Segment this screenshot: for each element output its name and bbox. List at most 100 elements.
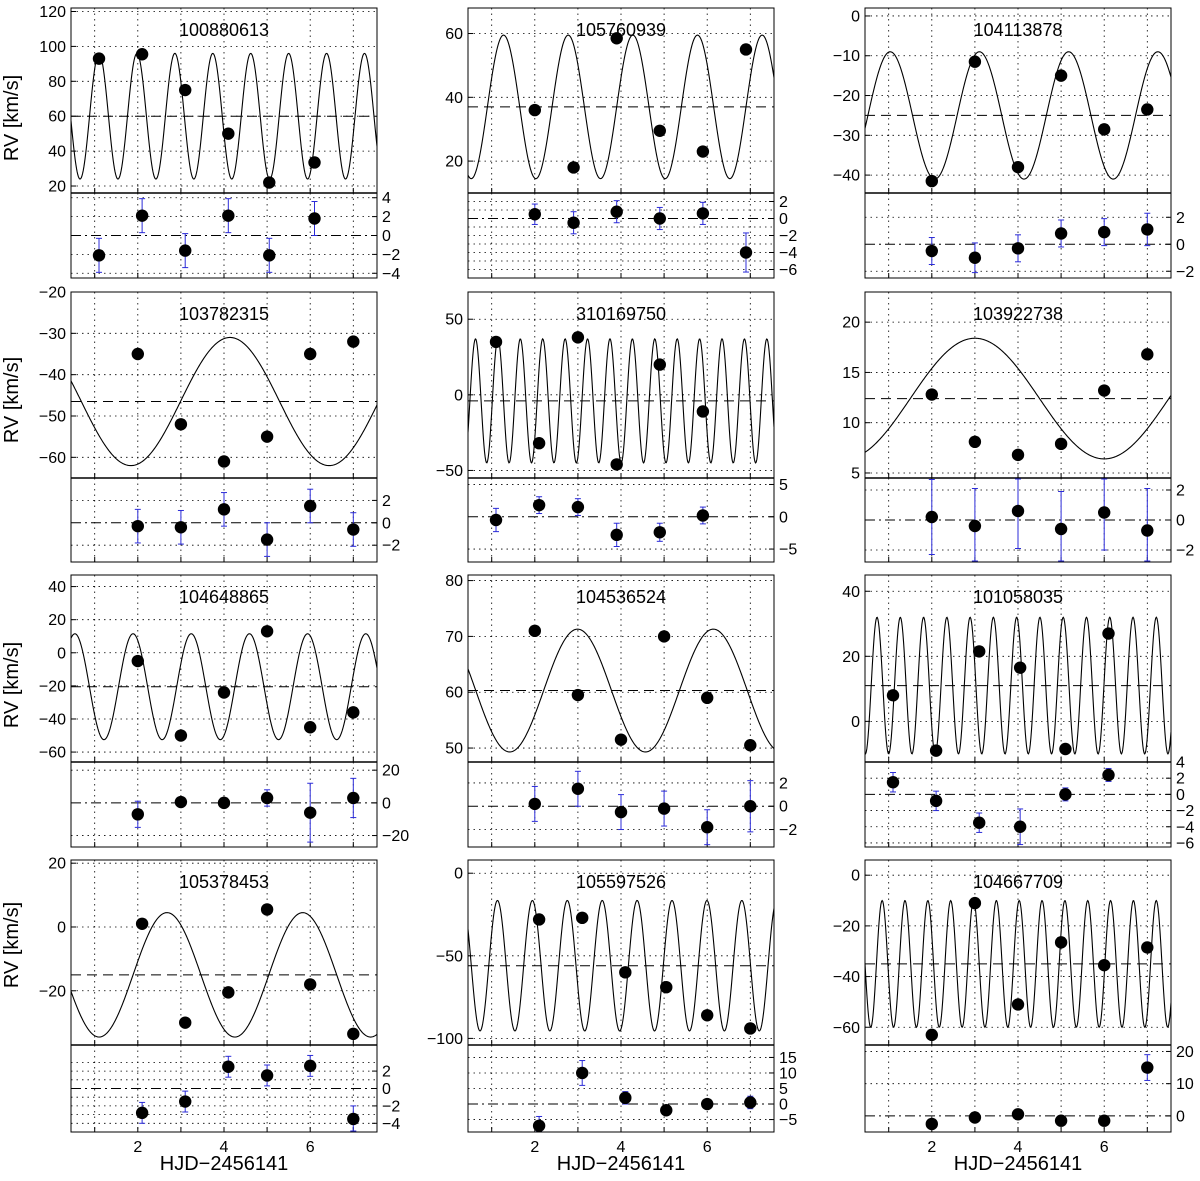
residual-point	[925, 510, 939, 524]
panel-title: 105760939	[576, 20, 666, 40]
residual-point	[660, 1104, 673, 1117]
rv-point	[303, 347, 317, 361]
y-tick-label: 5	[851, 465, 860, 482]
rv-point	[571, 688, 585, 702]
y-tick-label: −40	[833, 168, 860, 185]
resid-tick-label: −5	[779, 542, 797, 559]
resid-tick-label: 0	[779, 509, 788, 526]
residual-point	[610, 205, 623, 218]
residual-point	[92, 249, 106, 262]
y-tick-label: 20	[48, 612, 66, 629]
residual-point	[929, 794, 943, 808]
resid-tick-label: 2	[382, 1064, 391, 1081]
y-tick-label: 20	[842, 315, 860, 332]
rv-point	[744, 739, 757, 752]
rv-point	[968, 435, 982, 449]
y-tick-label: 10	[842, 415, 860, 432]
residual-point	[571, 500, 585, 514]
y-tick-label: −20	[39, 678, 66, 695]
rv-point	[614, 733, 628, 746]
panel-title: 310169750	[576, 304, 666, 324]
rv-point	[925, 1028, 939, 1042]
resid-tick-label: −4	[1176, 819, 1194, 836]
residual-point	[303, 1059, 317, 1073]
panel-104667709: 2 4 6 −60 −40 −20 0 0 10 20 104667709	[833, 859, 1194, 1156]
x-axis-label-col-2: HJD−2456141	[557, 1153, 685, 1175]
y-tick-label: 50	[445, 312, 463, 329]
rv-point	[528, 103, 542, 117]
resid-tick-label: −6	[1176, 835, 1194, 852]
panel-title: 104667709	[973, 872, 1063, 892]
y-tick-label: −30	[39, 326, 66, 343]
y-tick-label: 0	[851, 8, 860, 25]
residual-point	[1013, 820, 1027, 833]
rv-point	[1013, 661, 1027, 674]
resid-tick-label: −2	[382, 247, 400, 264]
rv-point	[700, 691, 714, 705]
rv-point	[973, 645, 986, 658]
residual-point	[260, 791, 274, 805]
resid-tick-label: 4	[382, 190, 391, 207]
residual-point	[528, 797, 542, 811]
residual-point	[1054, 522, 1068, 536]
resid-tick-label: 0	[1176, 237, 1185, 254]
residual-point	[135, 1106, 149, 1120]
residual-point	[968, 1111, 982, 1124]
x-tick-label: 6	[703, 1139, 712, 1156]
residual-point	[696, 207, 710, 220]
y-tick-label: 40	[445, 90, 463, 107]
rv-point	[610, 458, 623, 471]
y-tick-label: 20	[48, 856, 66, 873]
residual-point	[217, 796, 231, 810]
rv-point	[489, 335, 503, 349]
axes-frame	[864, 859, 1172, 1133]
resid-tick-label: 2	[1176, 771, 1185, 788]
y-tick-label: −50	[39, 409, 66, 426]
resid-tick-label: −6	[779, 262, 797, 279]
rv-point	[657, 630, 671, 643]
rv-point	[1141, 941, 1154, 954]
rv-point	[925, 388, 939, 401]
residual-point	[653, 526, 666, 539]
residual-point	[744, 1096, 757, 1109]
resid-tick-label: 0	[1176, 1108, 1185, 1125]
resid-tick-label: 0	[1176, 513, 1185, 530]
rv-fit-curve	[865, 899, 1171, 1029]
rv-point	[347, 1027, 360, 1041]
rv-point	[1011, 998, 1025, 1011]
y-axis-label-row-4: RV [km/s]	[1, 902, 23, 988]
residual-point	[610, 528, 623, 542]
residual-point	[968, 519, 982, 533]
resid-tick-label: −4	[382, 1116, 400, 1133]
residual-point	[174, 521, 188, 534]
y-tick-label: −20	[833, 918, 860, 935]
y-tick-label: 40	[842, 584, 860, 601]
residual-point	[222, 1060, 235, 1073]
residual-point	[696, 509, 710, 522]
y-tick-label: −60	[833, 1020, 860, 1037]
rv-point	[567, 161, 580, 174]
rv-fit-curve	[71, 336, 377, 467]
residual-point	[657, 802, 671, 815]
x-tick-label: 6	[1100, 1139, 1109, 1156]
x-axis-label-col-1: HJD−2456141	[160, 1153, 288, 1175]
residual-point	[567, 216, 580, 229]
rv-point	[222, 127, 235, 140]
resid-tick-label: 0	[382, 1081, 391, 1098]
y-tick-label: 0	[454, 866, 463, 883]
resid-tick-label: 0	[779, 211, 788, 228]
axes-frame	[467, 291, 775, 563]
rv-fit-curve	[468, 628, 774, 753]
rv-point	[303, 978, 317, 991]
y-tick-label: −20	[39, 983, 66, 1000]
panel-105760939: 20 40 60 −6−4−202 105760939	[445, 7, 797, 279]
residual-point	[653, 212, 666, 225]
residual-point	[1011, 504, 1025, 518]
rv-point	[1102, 627, 1115, 640]
residual-point	[174, 795, 188, 809]
resid-tick-label: 2	[779, 194, 788, 211]
